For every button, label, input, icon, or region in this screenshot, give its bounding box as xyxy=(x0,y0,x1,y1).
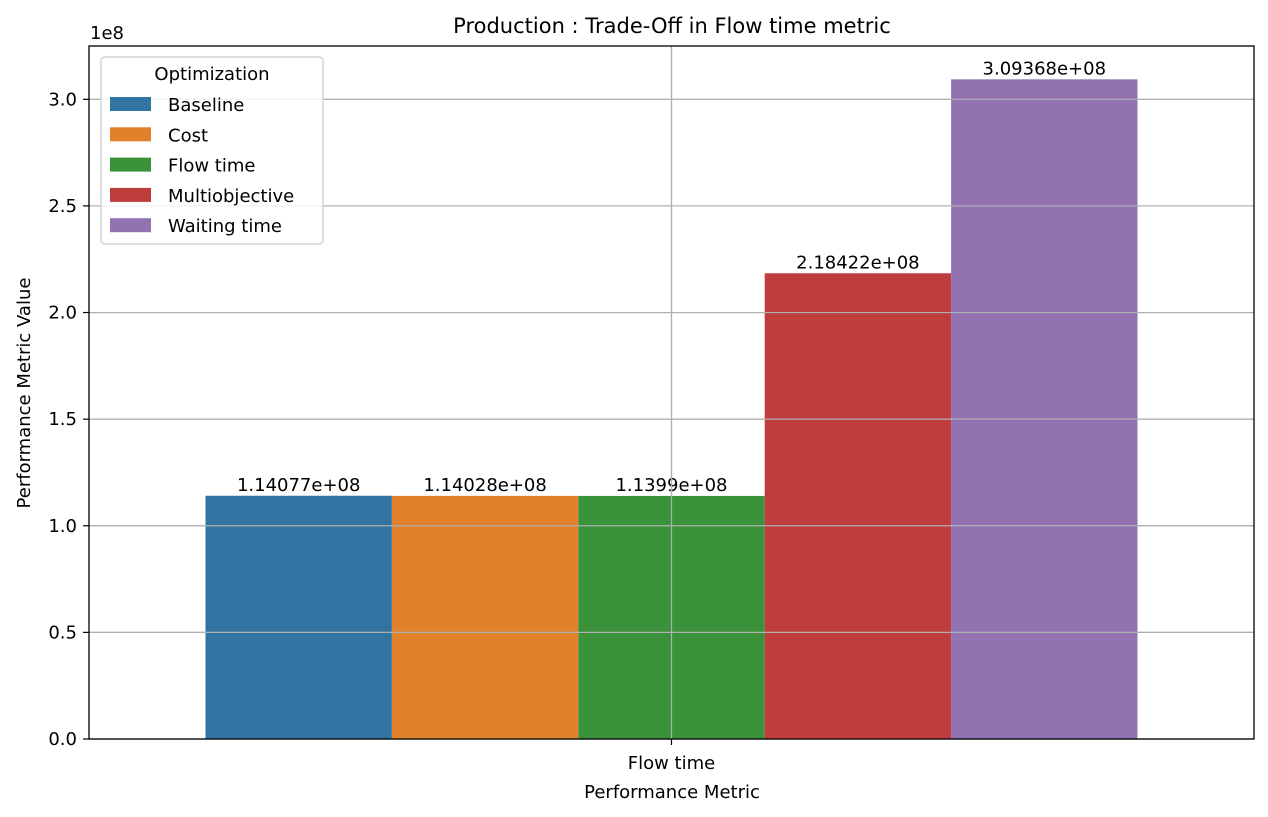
bar-baseline xyxy=(205,495,392,739)
bar-value-label: 1.14077e+08 xyxy=(237,475,361,496)
chart-title: Production : Trade-Off in Flow time metr… xyxy=(453,14,891,38)
data-labels: 1.14077e+08 1.14028e+08 1.1399e+082.18422e… xyxy=(89,46,1254,739)
x-axis-label: Performance Metric xyxy=(584,782,760,803)
bar-waiting-time xyxy=(951,79,1138,740)
legend-swatch xyxy=(110,127,151,142)
legend-swatch xyxy=(110,157,151,172)
legend-swatch xyxy=(110,218,151,233)
legend-entry-label: Multiobjective xyxy=(168,186,294,207)
bar-value-label: 1.14028e+08 xyxy=(423,475,547,496)
legend-entry-label: Flow time xyxy=(168,156,255,177)
y-tick-label: 0.0 xyxy=(48,729,77,750)
y-tick-label: 1.0 xyxy=(48,516,77,537)
legend-entry-label: Baseline xyxy=(168,95,244,116)
legend-title: Optimization xyxy=(154,64,269,85)
axes: 0.0 0.5 1.0 1.5 2.0 2.5 3.0 Flow time xyxy=(48,45,1255,774)
bar-value-label: 3.09368e+08 xyxy=(983,58,1107,79)
x-tick-label: Flow time xyxy=(628,753,715,774)
y-axis-label: Performance Metric Value xyxy=(14,278,35,509)
y-tick-label: 0.5 xyxy=(48,622,77,643)
y-tick-label: 2.0 xyxy=(48,303,77,324)
legend-entry-label: Waiting time xyxy=(168,216,282,237)
y-tick-label: 3.0 xyxy=(48,89,77,110)
legend-box xyxy=(100,56,324,245)
y-tick-label: 2.5 xyxy=(48,196,77,217)
plot-frame xyxy=(88,45,1255,740)
y-axis-offset-label: 1e8 xyxy=(90,23,124,44)
legend: Optimization Baseline Cost Flow time Multiob… xyxy=(100,56,324,245)
legend-swatch xyxy=(110,187,151,202)
bar-value-label: 2.18422e+08 xyxy=(796,252,920,273)
y-tick-label: 1.5 xyxy=(48,409,77,430)
legend-entry-label: Cost xyxy=(168,125,208,146)
bar-multiobjective xyxy=(764,273,952,739)
bar-cost xyxy=(391,495,579,739)
legend-swatch xyxy=(110,97,151,111)
bars xyxy=(205,79,1138,740)
